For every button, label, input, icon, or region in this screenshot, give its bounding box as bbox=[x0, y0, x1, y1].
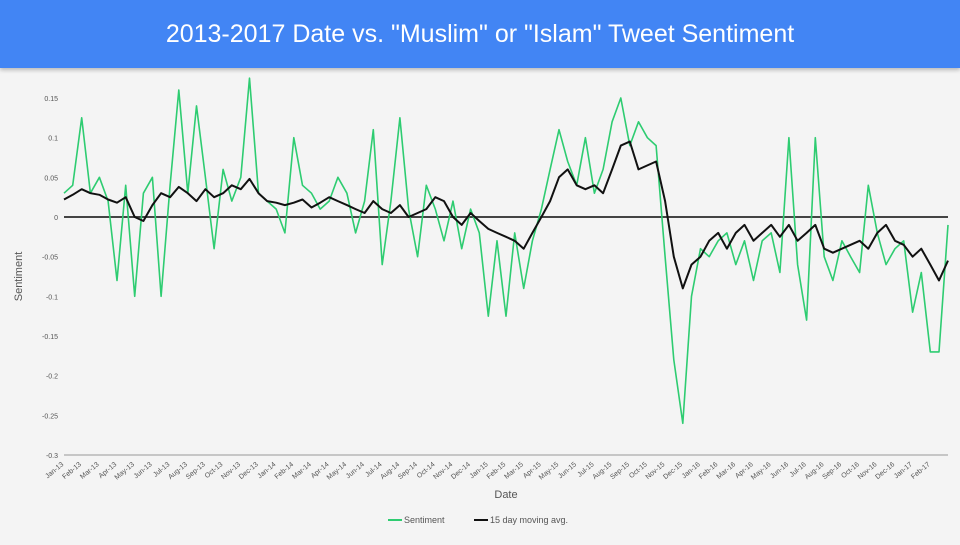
x-tick-label: Feb-17 bbox=[910, 461, 932, 481]
x-tick-label: Jun-14 bbox=[345, 461, 366, 480]
x-tick-label: Jun-16 bbox=[769, 461, 790, 480]
sentiment-series-line bbox=[63, 77, 949, 425]
x-tick-label: Feb-14 bbox=[274, 461, 296, 481]
x-axis-ticks: Jan-13Feb-13Mar-13Apr-13May-13Jun-13Jul-… bbox=[44, 461, 931, 481]
x-axis-label: Date bbox=[494, 489, 517, 501]
y-tick-label: 0.05 bbox=[44, 175, 58, 182]
slide-title: 2013-2017 Date vs. "Muslim" or "Islam" T… bbox=[165, 19, 795, 48]
x-tick-label: May-15 bbox=[538, 461, 560, 481]
y-tick-label: 0 bbox=[54, 215, 58, 222]
sentiment-line-chart: -0.3-0.25-0.2-0.15-0.1-0.0500.050.10.15 … bbox=[13, 77, 949, 525]
x-tick-label: May-16 bbox=[750, 461, 772, 481]
x-tick-label: Dec-13 bbox=[238, 461, 260, 481]
y-tick-label: -0.3 bbox=[46, 453, 58, 460]
x-tick-label: Dec-16 bbox=[874, 461, 896, 481]
x-tick-label: Jun-13 bbox=[133, 461, 154, 480]
y-tick-label: 0.15 bbox=[44, 96, 58, 103]
x-tick-label: Jun-15 bbox=[557, 461, 578, 480]
y-tick-label: 0.1 bbox=[48, 136, 58, 143]
x-tick-label: Feb-13 bbox=[61, 461, 83, 481]
y-tick-label: -0.05 bbox=[42, 255, 58, 262]
x-tick-label: May-14 bbox=[326, 461, 348, 481]
y-tick-label: -0.1 bbox=[46, 294, 58, 301]
y-tick-label: -0.15 bbox=[42, 334, 58, 341]
x-tick-label: Sep-14 bbox=[397, 461, 419, 481]
x-tick-label: Sep-13 bbox=[185, 461, 207, 481]
title-bar: 2013-2017 Date vs. "Muslim" or "Islam" T… bbox=[0, 0, 960, 68]
y-axis-label: Sentiment bbox=[13, 252, 25, 302]
x-tick-label: Mar-15 bbox=[503, 461, 525, 481]
x-tick-label: May-13 bbox=[114, 461, 136, 481]
x-tick-label: Feb-16 bbox=[698, 461, 720, 481]
y-tick-label: -0.25 bbox=[42, 413, 58, 420]
x-tick-label: Feb-15 bbox=[486, 461, 508, 481]
x-tick-label: Mar-16 bbox=[716, 461, 738, 481]
y-tick-label: -0.2 bbox=[46, 374, 58, 381]
chart-area: -0.3 -0.25 -0.2 -0.15 -0.1 -0.05 0 0.05 0.1 0.15 … bbox=[0, 68, 960, 540]
moving-average-series-line bbox=[63, 140, 949, 290]
legend: Sentiment 15 day moving avg. bbox=[388, 515, 568, 525]
x-tick-label: Dec-15 bbox=[662, 461, 684, 481]
y-axis-ticks: -0.3 -0.25 -0.2 -0.15 -0.1 -0.05 0 0.05 0.1 0.15 bbox=[42, 96, 58, 460]
legend-label: Sentiment bbox=[404, 515, 445, 525]
x-tick-label: Sep-16 bbox=[821, 461, 843, 481]
x-tick-label: Dec-14 bbox=[450, 461, 472, 481]
x-tick-label: Mar-14 bbox=[291, 461, 313, 481]
legend-label: 15 day moving avg. bbox=[490, 515, 568, 525]
x-tick-label: Mar-13 bbox=[79, 461, 101, 481]
x-tick-label: Sep-15 bbox=[609, 461, 631, 481]
series-layer bbox=[63, 77, 949, 425]
